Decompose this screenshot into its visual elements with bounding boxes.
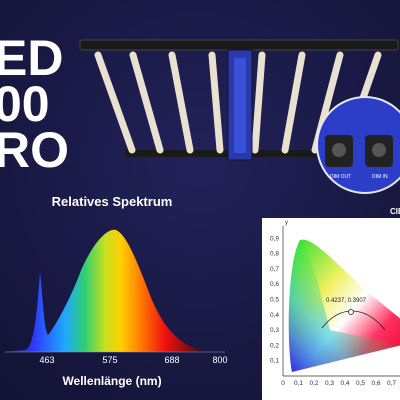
x-tick-label: 0,6 <box>371 380 380 387</box>
y-tick-label: 0,4 <box>270 312 279 319</box>
port-label: DIM OUT <box>330 174 351 180</box>
spectrum-title: Relatives Spektrum <box>52 194 173 209</box>
headline-line: RO <box>0 122 69 178</box>
x-tick-label: 0,1 <box>294 380 303 387</box>
x-tick-label: 0,5 <box>356 380 365 387</box>
y-tick-label: 0,9 <box>270 235 279 242</box>
port-label: DIM IN <box>372 174 388 180</box>
x-tick-label: 575 <box>102 355 117 365</box>
y-tick-label: 0,5 <box>270 297 279 304</box>
x-tick-label: 0,4 <box>340 380 349 387</box>
color-point-label: 0.4237, 0.3907 <box>326 298 367 304</box>
spectrum-x-label: Wellenlänge (nm) <box>62 374 161 388</box>
cie-gamut-blue <box>288 240 400 372</box>
y-tick-label: 0,8 <box>270 251 279 258</box>
y-tick-label: 0,1 <box>270 358 279 365</box>
cie-title: CIE <box>390 207 400 216</box>
color-point <box>348 309 354 315</box>
x-tick-label: 0 <box>281 380 285 387</box>
headline-line: 00 <box>0 76 50 132</box>
y-tick-label: 0,2 <box>270 342 279 349</box>
y-tick-label: 0,6 <box>270 281 279 288</box>
x-tick-label: 463 <box>39 355 54 365</box>
y-tick-label: 0,7 <box>270 266 279 273</box>
y-tick-label: 0,3 <box>270 327 279 334</box>
x-tick-label: 800 <box>212 355 227 365</box>
x-tick-label: 0,2 <box>309 380 318 387</box>
x-tick-label: 0,7 <box>387 380 396 387</box>
x-tick-label: 688 <box>164 355 179 365</box>
driver-inset: DIM OUT DIM IN <box>316 96 400 194</box>
cie-y-axis-label: y <box>285 220 288 226</box>
headline-line: ED <box>0 30 63 86</box>
spectrum-curve <box>5 229 205 352</box>
x-tick-label: 0,3 <box>325 380 334 387</box>
